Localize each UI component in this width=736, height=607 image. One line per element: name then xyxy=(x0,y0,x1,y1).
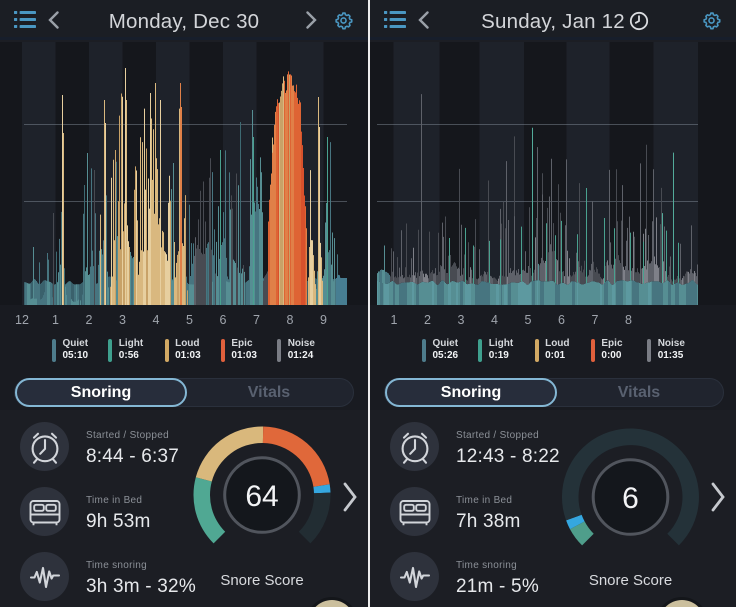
svg-text:64: 64 xyxy=(245,480,278,513)
svg-text:6: 6 xyxy=(622,482,639,515)
